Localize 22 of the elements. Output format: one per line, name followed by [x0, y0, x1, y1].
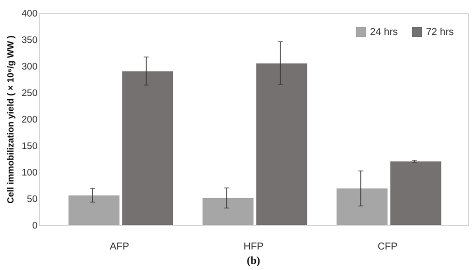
legend-label: 72 hrs — [426, 27, 454, 38]
y-tick-label: 400 — [22, 8, 38, 20]
y-axis-title: Cell immobilization yield ( × 10⁶/g WW ) — [6, 36, 16, 204]
y-tick-label: 350 — [22, 35, 38, 46]
y-tick-label: 50 — [26, 194, 38, 205]
x-tick-label: HFP — [244, 242, 264, 252]
y-tick-label: 100 — [22, 168, 38, 178]
x-tick-label: CFP — [378, 242, 398, 252]
y-tick-label: 200 — [22, 114, 38, 126]
y-tick-label: 0 — [32, 220, 38, 232]
bar — [68, 195, 120, 225]
text: (b) — [246, 255, 261, 267]
y-tick-label: 250 — [22, 88, 38, 99]
legend-label: 24 hrs — [370, 27, 398, 38]
bar — [336, 188, 388, 225]
y-tick-label: 150 — [22, 141, 38, 152]
bar — [202, 198, 254, 225]
y-tick-label: 300 — [22, 62, 38, 72]
bar — [122, 71, 174, 225]
bar — [256, 63, 308, 225]
x-tick-label: AFP — [110, 242, 130, 252]
bar — [390, 161, 442, 225]
